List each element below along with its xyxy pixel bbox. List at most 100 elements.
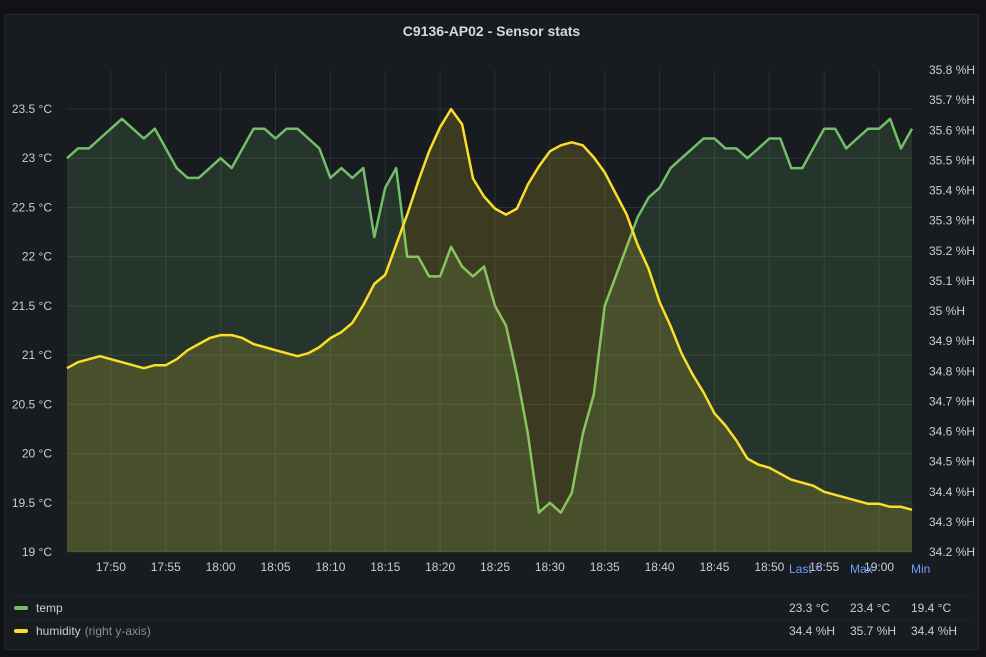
data-point-temp [165,148,167,150]
data-point-humidity [286,352,288,354]
data-point-humidity [791,479,793,481]
data-point-temp [132,128,134,130]
data-point-temp [878,128,880,130]
data-point-humidity [297,355,299,357]
x-tick-label: 18:20 [425,560,455,574]
data-point-temp [615,276,617,278]
series-layer [66,107,914,553]
legend-header-max[interactable]: Max [850,562,873,576]
y-right-tick-label: 35.1 %H [929,274,975,288]
x-tick-label: 18:10 [315,560,345,574]
data-point-temp [538,512,540,514]
legend-swatch-temp [14,606,28,610]
y-right-tick-label: 35.4 %H [929,184,975,198]
data-point-humidity [659,301,661,303]
data-point-temp [220,157,222,159]
legend-header-last[interactable]: Last * [789,562,820,576]
data-point-humidity [834,494,836,496]
data-point-temp [330,177,332,179]
data-point-humidity [911,509,913,511]
y-right-tick-label: 35.8 %H [929,63,975,77]
data-point-temp [823,128,825,130]
data-point-humidity [703,392,705,394]
data-point-humidity [363,304,365,306]
data-point-humidity [692,374,694,376]
y-right-tick-label: 34.5 %H [929,455,975,469]
data-point-humidity [77,361,79,363]
data-point-temp [856,138,858,140]
data-point-temp [747,157,749,159]
series-line-humidity [66,107,913,512]
data-point-temp [681,157,683,159]
legend-label-humidity[interactable]: humidity [36,624,81,638]
x-tick-label: 17:50 [96,560,126,574]
data-point-temp [406,256,408,258]
data-point-humidity [110,358,112,360]
data-point-humidity [66,367,68,369]
legend-item-temp[interactable]: temp 23.3 °C 23.4 °C 19.4 °C [14,596,972,619]
x-tick-label: 18:25 [480,560,510,574]
legend-label-temp[interactable]: temp [36,601,63,615]
data-point-humidity [439,126,441,128]
data-point-temp [725,148,727,150]
data-point-temp [692,148,694,150]
data-point-humidity [626,214,628,216]
y-right-tick-label: 34.8 %H [929,364,975,378]
left-y-axis: 19 °C 19.5 °C 20 °C 20.5 °C 21 °C 21.5 °C 22 °… [12,102,52,559]
data-point-humidity [428,151,430,153]
data-point-temp [714,138,716,140]
data-point-temp [297,128,299,130]
data-point-humidity [198,343,200,345]
legend-value-min: 34.4 %H [911,624,958,638]
data-point-humidity [395,244,397,246]
data-point-humidity [747,458,749,460]
data-point-humidity [900,506,902,508]
y-left-tick-label: 21 °C [22,348,52,362]
data-point-temp [374,236,376,238]
data-point-humidity [154,364,156,366]
data-point-humidity [538,166,540,168]
x-tick-label: 19:00 [864,560,894,574]
data-point-humidity [406,214,408,216]
data-point-temp [769,138,771,140]
data-point-humidity [88,358,90,360]
data-point-temp [264,128,266,130]
data-point-humidity [374,283,376,285]
data-point-temp [626,246,628,248]
y-right-tick-label: 34.4 %H [929,485,975,499]
data-point-temp [527,433,529,435]
legend-header-min[interactable]: Min [911,562,931,576]
data-point-temp [352,177,354,179]
y-right-tick-label: 34.6 %H [929,425,975,439]
data-point-humidity [736,440,738,442]
data-point-humidity [220,334,222,336]
y-right-tick-label: 35.5 %H [929,153,975,167]
data-point-temp [143,138,145,140]
legend-value-max: 23.4 °C [850,601,891,615]
data-point-temp [363,167,365,169]
data-point-temp [549,502,551,504]
data-point-temp [802,167,804,169]
y-left-tick-label: 22.5 °C [12,200,52,214]
data-point-humidity [560,145,562,147]
data-point-temp [308,138,310,140]
data-point-temp [428,276,430,278]
data-point-temp [604,305,606,307]
y-left-tick-label: 19 °C [22,545,52,559]
data-point-humidity [319,346,321,348]
data-point-temp [791,167,793,169]
data-point-temp [187,177,189,179]
data-point-temp [439,276,441,278]
data-point-humidity [845,497,847,499]
data-point-temp [176,167,178,169]
data-point-humidity [330,337,332,339]
data-point-humidity [264,346,266,348]
legend-item-humidity[interactable]: humidity (right y-axis) 34.4 %H 35.7 %H … [14,619,972,642]
panel-title: C9136-AP02 - Sensor stats [402,23,581,39]
data-point-humidity [187,349,189,351]
data-point-humidity [780,473,782,475]
data-point-humidity [494,208,496,210]
legend-value-max: 35.7 %H [850,624,897,638]
series-area-temp [67,118,912,553]
data-point-humidity [615,193,617,195]
